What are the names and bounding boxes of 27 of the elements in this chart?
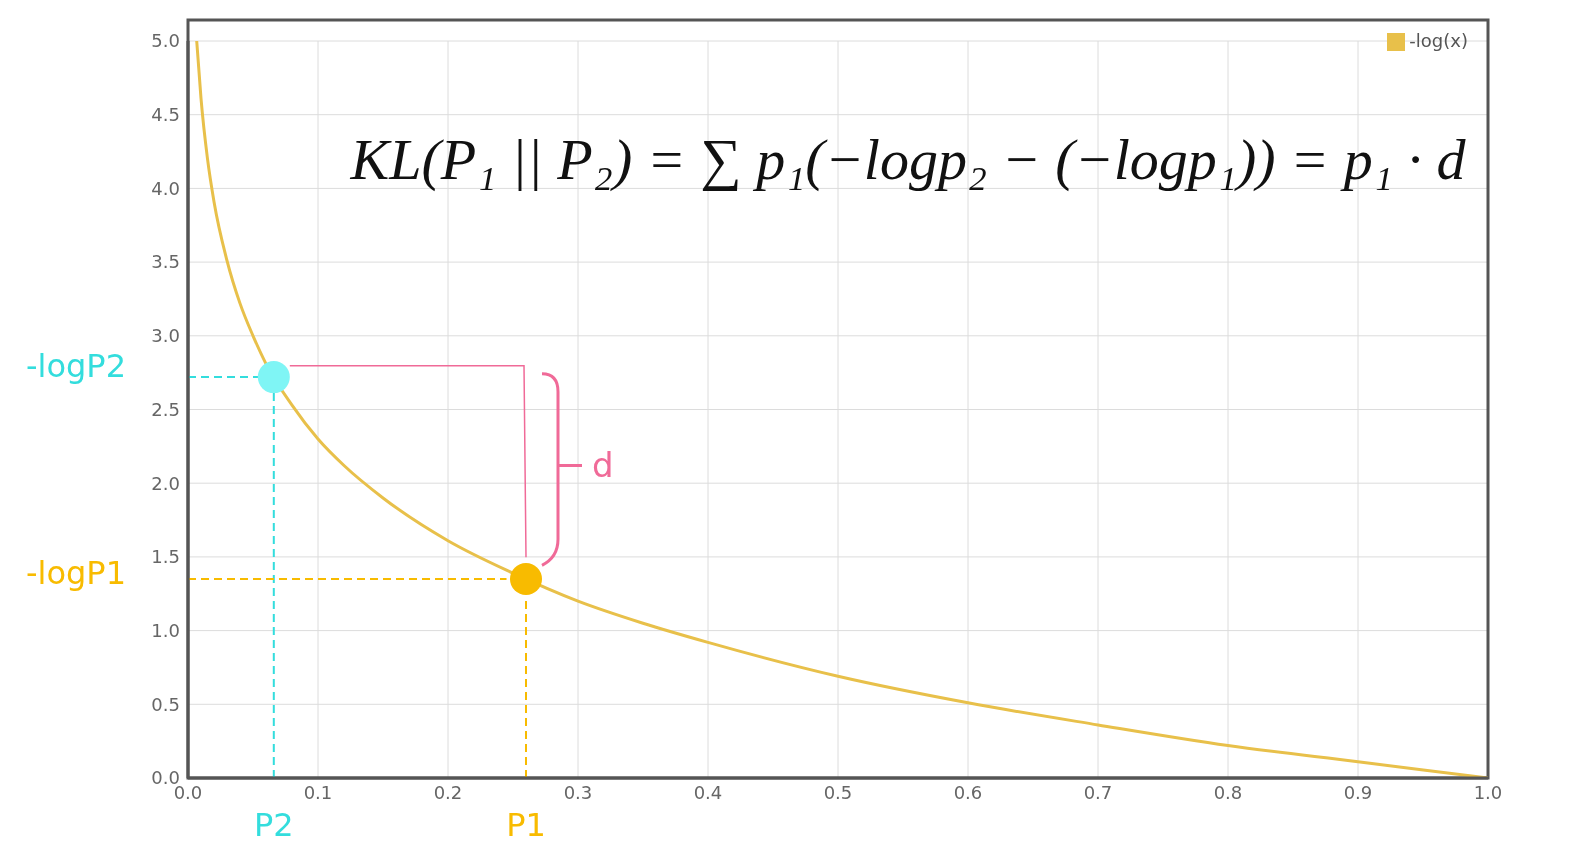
annotation: P2 — [253, 806, 294, 844]
y-tick-label: 1.5 — [151, 546, 180, 568]
annotation: -logP2 — [26, 346, 126, 385]
y-tick-label: 4.5 — [151, 104, 180, 126]
annotation: d — [592, 445, 614, 486]
x-tick-label: 0.1 — [303, 781, 333, 803]
annotation: -logP1 — [26, 554, 126, 593]
y-tick-label: 5.0 — [151, 30, 180, 52]
x-tick-label: 0.9 — [1343, 781, 1373, 803]
y-tick-label: 4.0 — [151, 177, 180, 199]
x-tick-label: 0.2 — [433, 781, 463, 803]
x-tick-label: 0.6 — [953, 781, 983, 803]
y-tick-label: 3.5 — [151, 251, 180, 273]
annotation: P1 — [506, 806, 546, 844]
y-tick-label: 3.0 — [151, 325, 180, 347]
y-tick-label: 1.0 — [151, 619, 180, 641]
legend-label: -log(x) — [1409, 30, 1468, 51]
y-tick-label: 0.5 — [151, 693, 180, 715]
x-tick-label: 0.4 — [693, 781, 723, 803]
x-tick-label: 1.0 — [1473, 781, 1503, 803]
y-tick-label: 2.5 — [151, 398, 180, 420]
x-tick-label: 0.7 — [1083, 781, 1113, 803]
x-tick-label: 0.8 — [1213, 781, 1243, 803]
x-tick-label: 0.3 — [563, 781, 593, 803]
annotation: KL(P₁ || P₂) = ∑ p₁(−logp₂ − (−logp₁)) = p₁ · d — [349, 127, 1467, 193]
y-tick-label: 2.0 — [151, 472, 180, 494]
x-tick-label: 0.5 — [823, 781, 853, 803]
